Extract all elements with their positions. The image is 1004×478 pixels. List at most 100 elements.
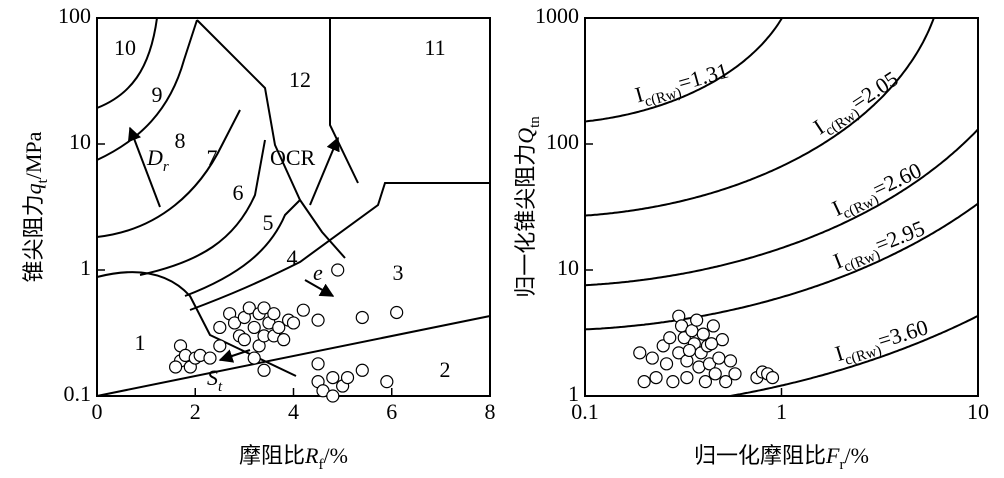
x-axis-label-part: 归一化摩阻比 [694, 443, 826, 468]
zone-label: 1 [135, 330, 146, 355]
x-axis-label-part: f [319, 457, 324, 473]
ic-contour [585, 128, 978, 287]
data-point [708, 367, 722, 381]
data-point [690, 313, 704, 327]
zone-label: 9 [152, 82, 163, 107]
zone-label: 7 [207, 145, 218, 170]
data-point [712, 351, 726, 365]
data-point [203, 351, 217, 365]
data-point [645, 351, 659, 365]
y-axis-label: 归一化锥尖阻力Qtn [513, 116, 543, 298]
annotation-part: OCR [270, 145, 316, 170]
data-point [698, 375, 713, 389]
data-point [728, 367, 742, 381]
data-point [213, 320, 227, 335]
x-axis-label-part: R [304, 443, 319, 468]
x-axis-label-part: /% [324, 443, 348, 468]
x-axis-label: 摩阻比Rf/% [239, 443, 348, 473]
data-point [666, 375, 680, 389]
ic-contour [585, 18, 784, 123]
x-axis-label: 归一化摩阻比Fr/% [694, 443, 869, 473]
zone-label: 11 [424, 35, 445, 60]
zone-label: 5 [263, 210, 274, 235]
x-tick-label: 1 [776, 399, 787, 424]
data-point [326, 389, 340, 403]
y-axis-label-part: 锥尖阻力 [21, 194, 46, 282]
ic-contour [585, 202, 978, 331]
data-point [296, 303, 310, 317]
data-point [696, 327, 710, 341]
annotation-part: e [313, 260, 323, 285]
zone-label: 4 [287, 245, 298, 270]
data-point [723, 354, 738, 368]
data-point [355, 310, 369, 325]
ic-contour [724, 314, 978, 396]
data-point [277, 333, 291, 347]
data-point [311, 357, 325, 371]
y-axis-label-part: q [21, 183, 46, 194]
zone-label: 3 [393, 260, 404, 285]
ic-label: Ic(Rw)=2.05 [809, 66, 906, 144]
data-point [326, 370, 340, 385]
ic-label: Ic(Rw)=2.60 [828, 157, 928, 225]
x-tick-label: 6 [386, 399, 397, 424]
ic-label-part: c(Rw) [643, 85, 683, 111]
data-point [702, 357, 717, 371]
ic-label-part: 1.31 [687, 58, 731, 92]
ic-label-part: 3.60 [887, 314, 931, 349]
data-point [267, 307, 281, 321]
x-axis-label-part: r [840, 457, 845, 473]
annotation-part: r [163, 159, 169, 175]
data-point [286, 316, 301, 330]
data-point [680, 370, 694, 385]
y-axis-label-part: 归一化锥尖阻力 [513, 144, 538, 298]
data-point [390, 305, 404, 320]
ic-label: Ic(Rw)=2.95 [830, 215, 930, 278]
data-point [247, 320, 261, 335]
y-tick-label: 10 [69, 129, 91, 154]
y-axis-label: 锥尖阻力qt/MPa [21, 131, 51, 282]
data-point [659, 357, 674, 371]
data-point [242, 301, 256, 315]
annotation: OCR [270, 145, 316, 170]
data-point [169, 360, 183, 374]
annotation-part: S [207, 365, 218, 390]
data-point [765, 370, 780, 385]
data-point [682, 343, 697, 358]
data-point [272, 320, 286, 335]
x-axis-label-part: /% [845, 443, 869, 468]
annotation-part: D [146, 145, 163, 170]
data-point [311, 313, 325, 327]
data-point [355, 363, 369, 377]
y-tick-label: 1 [568, 381, 579, 406]
x-tick-label: 10 [967, 399, 989, 424]
zone-label: 12 [289, 67, 311, 92]
data-point [633, 346, 647, 360]
x-axis-label-part: F [825, 443, 840, 468]
data-point [649, 370, 663, 385]
ic-contour [585, 18, 935, 217]
data-point [227, 316, 242, 330]
ic-label-part: 2.95 [883, 215, 928, 252]
data-point [340, 370, 355, 385]
x-axis-label-part: 摩阻比 [239, 443, 305, 468]
data-point [213, 339, 227, 353]
zone-label: 8 [175, 128, 186, 153]
y-tick-label: 0.1 [64, 381, 92, 406]
x-tick-label: 2 [190, 399, 201, 424]
data-point [704, 337, 719, 351]
y-tick-label: 100 [546, 129, 579, 154]
data-point [719, 375, 733, 389]
ic-label-part: c(Rw) [841, 192, 882, 223]
data-point [637, 375, 651, 389]
x-tick-label: 0 [92, 399, 103, 424]
y-axis-label-part: Q [513, 128, 538, 144]
data-point [331, 263, 345, 277]
y-tick-label: 1 [80, 255, 91, 280]
x-tick-label: 8 [485, 399, 496, 424]
ic-label-part: c(Rw) [843, 343, 884, 369]
data-point [663, 331, 677, 345]
y-axis-label-part: tn [527, 116, 543, 128]
x-tick-label: 4 [288, 399, 299, 424]
data-point [257, 301, 271, 315]
